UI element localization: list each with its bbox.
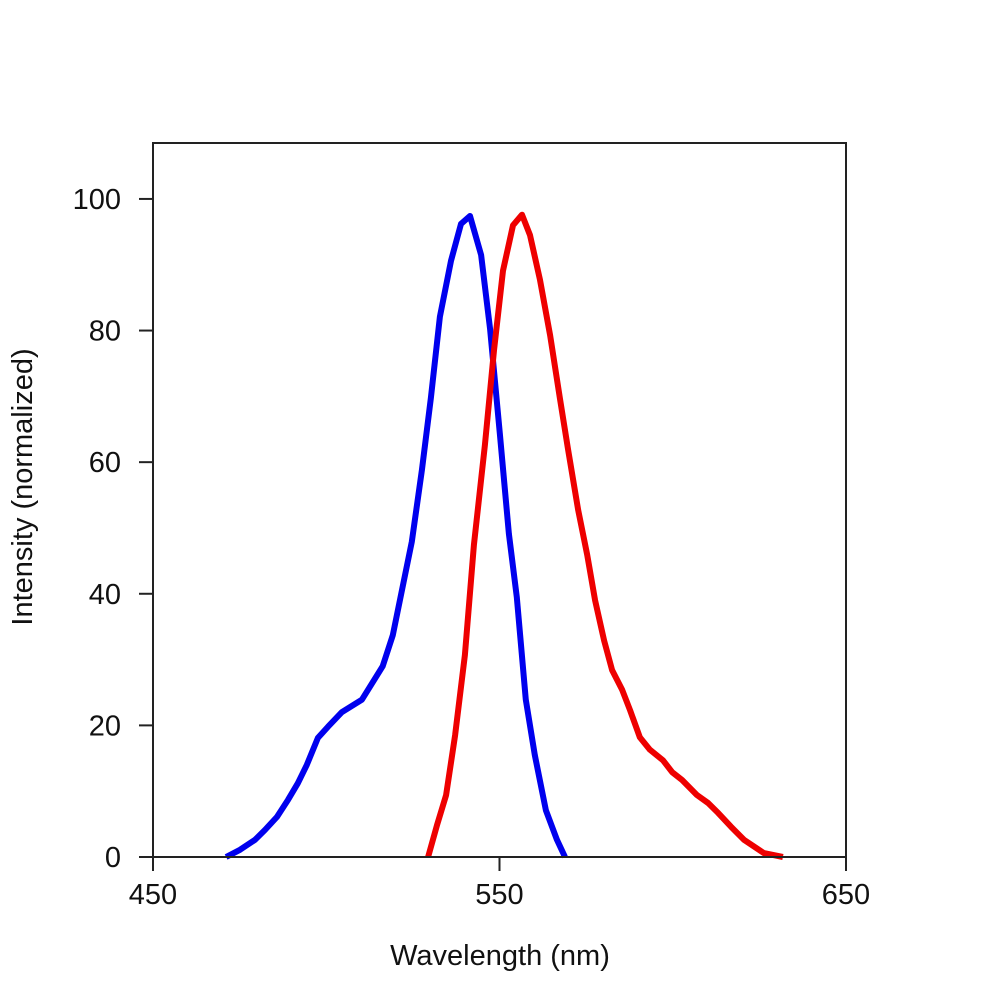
- x-tick-label: 550: [475, 879, 523, 911]
- plot-frame: [152, 142, 847, 858]
- y-tick-label: 0: [105, 842, 121, 874]
- y-tick-label: 20: [89, 710, 121, 742]
- series-line-0: [224, 213, 568, 860]
- y-tick-label: 80: [89, 316, 121, 348]
- series-line-1: [425, 211, 784, 860]
- x-tick-label: 450: [129, 879, 177, 911]
- y-tick-label: 40: [89, 579, 121, 611]
- x-axis-ticks: 450 550 650: [129, 857, 870, 911]
- y-axis-label: Intensity (normalized): [7, 348, 39, 625]
- series-layer: [224, 211, 784, 860]
- y-tick-label: 100: [73, 184, 121, 216]
- x-axis-label: Wavelength (nm): [390, 940, 610, 972]
- y-tick-label: 60: [89, 447, 121, 479]
- y-axis-ticks: 0 20 40 60 80 100: [73, 184, 153, 874]
- x-tick-label: 650: [822, 879, 870, 911]
